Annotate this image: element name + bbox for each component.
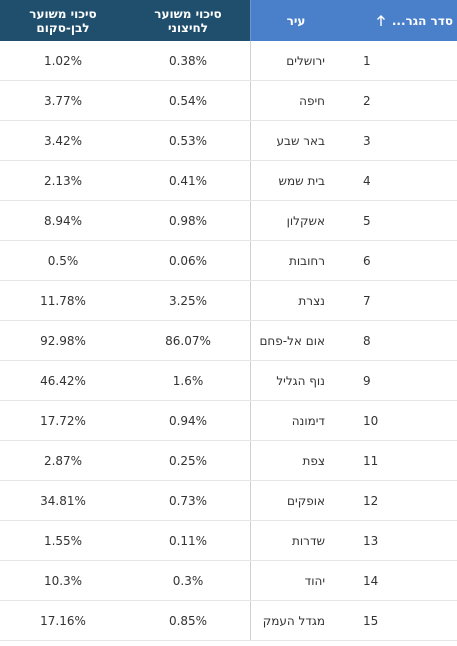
cell-risk-hiloni: 0.11% xyxy=(126,520,251,561)
cell-city: שדרות xyxy=(250,520,341,561)
cell-risk-hiloni: 0.06% xyxy=(126,240,251,281)
column-header-risk-bnei-brak-label: סיכוי משוער לבן-סקום xyxy=(29,6,97,35)
table-row[interactable]: 13 שדרות 0.11% 1.55% xyxy=(0,520,457,561)
column-header-risk-hiloni-label: סיכוי משוער לחיצוני xyxy=(154,6,222,35)
cell-rank: 1 xyxy=(341,41,457,81)
cell-risk-hiloni: 0.38% xyxy=(126,41,251,81)
cell-city: ירושלים xyxy=(250,41,341,81)
cell-risk-hiloni: 1.6% xyxy=(126,360,251,401)
table-row[interactable]: 2 חיפה 0.54% 3.77% xyxy=(0,80,457,121)
cell-city: נוף הגליל xyxy=(250,360,341,401)
column-header-risk-hiloni[interactable]: סיכוי משוער לחיצוני xyxy=(126,0,251,41)
cell-rank: 14 xyxy=(341,560,457,601)
cell-rank: 6 xyxy=(341,240,457,281)
cell-risk-bnei-brak: 0.5% xyxy=(0,240,126,281)
cell-rank: 12 xyxy=(341,480,457,521)
cell-rank: 3 xyxy=(341,120,457,161)
cell-rank: 8 xyxy=(341,320,457,361)
cell-risk-bnei-brak: 46.42% xyxy=(0,360,126,401)
table-row[interactable]: 7 נצרת 3.25% 11.78% xyxy=(0,280,457,321)
cell-rank: 15 xyxy=(341,600,457,641)
column-header-rank-label: סדר הגר... xyxy=(391,13,453,28)
column-header-city-label: עיר xyxy=(286,13,306,28)
cell-risk-bnei-brak: 3.77% xyxy=(0,80,126,121)
cell-risk-hiloni: 0.3% xyxy=(126,560,251,601)
table-row[interactable]: 10 דימונה 0.94% 17.72% xyxy=(0,400,457,441)
cell-rank: 2 xyxy=(341,80,457,121)
cell-risk-bnei-brak: 2.13% xyxy=(0,160,126,201)
table-row[interactable]: 4 בית שמש 0.41% 2.13% xyxy=(0,160,457,201)
cell-risk-hiloni: 0.25% xyxy=(126,440,251,481)
cell-risk-hiloni: 0.94% xyxy=(126,400,251,441)
cell-city: מגדל העמק xyxy=(250,600,341,641)
cell-risk-hiloni: 0.85% xyxy=(126,600,251,641)
table-row[interactable]: 9 נוף הגליל 1.6% 46.42% xyxy=(0,360,457,401)
cell-city: בית שמש xyxy=(250,160,341,201)
table-row[interactable]: 1 ירושלים 0.38% 1.02% xyxy=(0,41,457,81)
cell-city: יהוד xyxy=(250,560,341,601)
column-header-rank[interactable]: סדר הגר... xyxy=(341,0,457,41)
cell-risk-hiloni: 0.73% xyxy=(126,480,251,521)
column-header-city[interactable]: עיר xyxy=(250,0,341,41)
cell-risk-bnei-brak: 3.42% xyxy=(0,120,126,161)
column-header-risk-bnei-brak[interactable]: סיכוי משוער לבן-סקום xyxy=(0,0,126,41)
table-row[interactable]: 3 באר שבע 0.53% 3.42% xyxy=(0,120,457,161)
cell-risk-bnei-brak: 17.16% xyxy=(0,600,126,641)
cell-risk-hiloni: 86.07% xyxy=(126,320,251,361)
table-row[interactable]: 15 מגדל העמק 0.85% 17.16% xyxy=(0,600,457,641)
table-header: סדר הגר... עיר סיכוי משוער לחיצוני xyxy=(0,0,457,41)
cell-rank: 9 xyxy=(341,360,457,401)
cell-risk-bnei-brak: 10.3% xyxy=(0,560,126,601)
cell-city: צפת xyxy=(250,440,341,481)
cell-city: אופקים xyxy=(250,480,341,521)
cell-rank: 7 xyxy=(341,280,457,321)
cell-city: באר שבע xyxy=(250,120,341,161)
table-row[interactable]: 12 אופקים 0.73% 34.81% xyxy=(0,480,457,521)
table-row[interactable]: 6 רחובות 0.06% 0.5% xyxy=(0,240,457,281)
cell-risk-bnei-brak: 92.98% xyxy=(0,320,126,361)
cell-city: נצרת xyxy=(250,280,341,321)
cell-risk-bnei-brak: 34.81% xyxy=(0,480,126,521)
sort-ascending-icon[interactable] xyxy=(376,14,386,27)
cell-risk-hiloni: 0.53% xyxy=(126,120,251,161)
header-row: סדר הגר... עיר סיכוי משוער לחיצוני xyxy=(0,0,457,41)
cell-city: רחובות xyxy=(250,240,341,281)
table-row[interactable]: 11 צפת 0.25% 2.87% xyxy=(0,440,457,481)
cell-risk-bnei-brak: 8.94% xyxy=(0,200,126,241)
cell-risk-bnei-brak: 1.55% xyxy=(0,520,126,561)
cell-risk-bnei-brak: 17.72% xyxy=(0,400,126,441)
cell-rank: 11 xyxy=(341,440,457,481)
table-row[interactable]: 8 אום אל-פחם 86.07% 92.98% xyxy=(0,320,457,361)
table-row[interactable]: 14 יהוד 0.3% 10.3% xyxy=(0,560,457,601)
cell-risk-bnei-brak: 2.87% xyxy=(0,440,126,481)
cell-rank: 13 xyxy=(341,520,457,561)
cell-city: חיפה xyxy=(250,80,341,121)
cell-risk-hiloni: 0.98% xyxy=(126,200,251,241)
cell-risk-hiloni: 0.41% xyxy=(126,160,251,201)
cell-risk-hiloni: 0.54% xyxy=(126,80,251,121)
cell-city: דימונה xyxy=(250,400,341,441)
cell-risk-bnei-brak: 11.78% xyxy=(0,280,126,321)
table-body: 1 ירושלים 0.38% 1.02% 2 חיפה 0.54% 3.77%… xyxy=(0,41,457,641)
cell-risk-bnei-brak: 1.02% xyxy=(0,41,126,81)
cell-rank: 5 xyxy=(341,200,457,241)
cell-city: אשקלון xyxy=(250,200,341,241)
cell-rank: 10 xyxy=(341,400,457,441)
cell-risk-hiloni: 3.25% xyxy=(126,280,251,321)
cell-rank: 4 xyxy=(341,160,457,201)
cell-city: אום אל-פחם xyxy=(250,320,341,361)
table-row[interactable]: 5 אשקלון 0.98% 8.94% xyxy=(0,200,457,241)
